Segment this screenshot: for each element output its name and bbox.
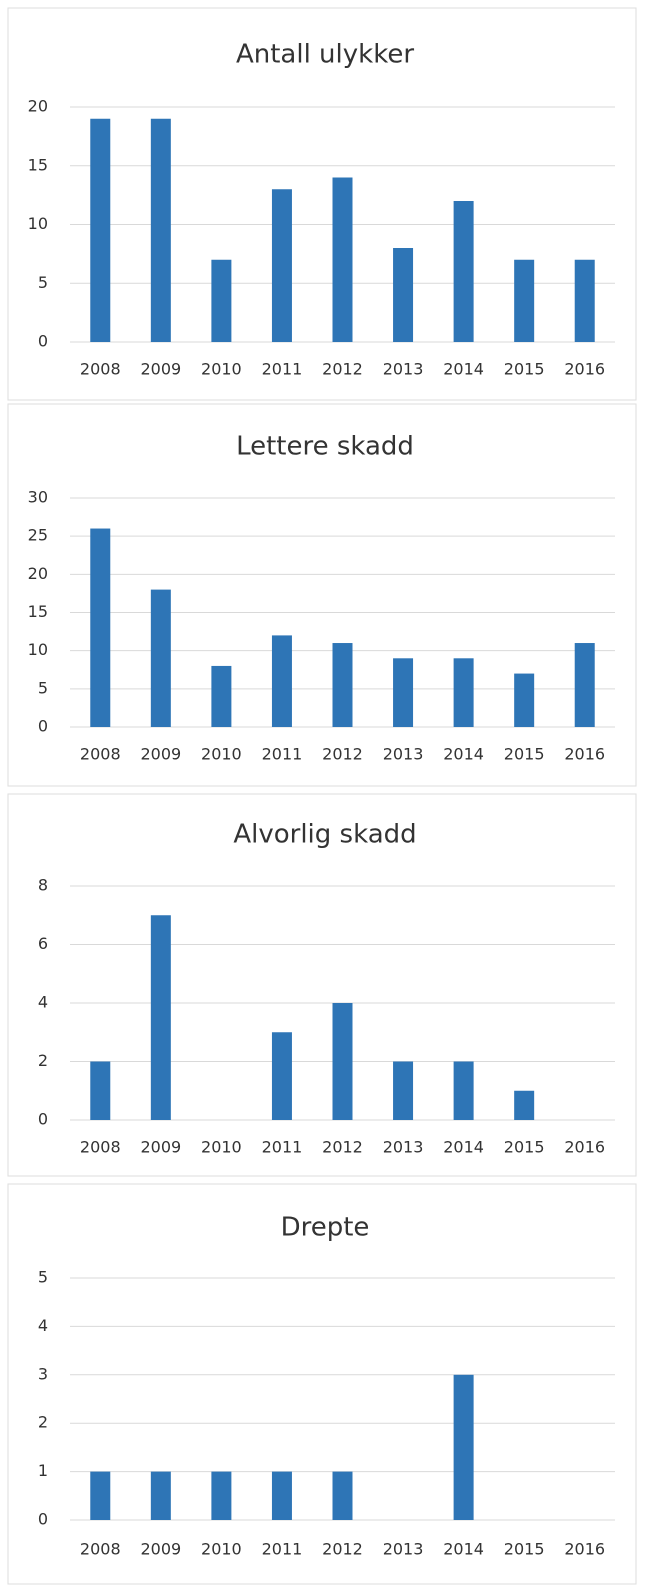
x-tick-label: 2016 [564, 1138, 605, 1157]
x-tick-label: 2015 [504, 745, 545, 764]
x-tick-label: 2014 [443, 360, 484, 379]
bar [211, 665, 232, 727]
y-tick-label: 30 [28, 488, 48, 507]
bar [514, 1090, 535, 1120]
y-tick-label: 6 [38, 934, 48, 953]
bar [150, 915, 171, 1120]
x-tick-label: 2016 [564, 1540, 605, 1559]
chart-title: Antall ulykker [236, 40, 414, 70]
x-tick-label: 2009 [140, 1540, 181, 1559]
panel [7, 7, 637, 401]
panel [7, 793, 637, 1177]
x-tick-label: 2009 [140, 745, 181, 764]
y-tick-label: 1 [38, 1461, 48, 1480]
x-tick-label: 2012 [322, 745, 363, 764]
bar [271, 635, 292, 727]
x-tick-label: 2011 [262, 360, 303, 379]
y-tick-label: 20 [28, 564, 48, 583]
x-tick-label: 2013 [383, 1540, 424, 1559]
x-tick-label: 2010 [201, 745, 242, 764]
y-tick-label: 0 [38, 717, 48, 736]
x-tick-label: 2014 [443, 745, 484, 764]
x-tick-label: 2012 [322, 1138, 363, 1157]
y-tick-label: 8 [38, 876, 48, 895]
bar [271, 189, 292, 342]
bar [332, 1471, 353, 1520]
bar [90, 1471, 111, 1520]
y-tick-label: 2 [38, 1413, 48, 1432]
y-tick-label: 4 [38, 993, 48, 1012]
y-tick-label: 4 [38, 1316, 48, 1335]
chart-title: Drepte [281, 1213, 370, 1243]
y-tick-label: 20 [28, 97, 48, 116]
bar [514, 673, 535, 727]
bar [90, 528, 111, 727]
bar [150, 1471, 171, 1520]
chart-title: Alvorlig skadd [233, 820, 416, 850]
bar [90, 118, 111, 342]
bar [332, 177, 353, 342]
bar [150, 118, 171, 342]
y-tick-label: 25 [28, 526, 48, 545]
x-tick-label: 2012 [322, 1540, 363, 1559]
x-tick-label: 2010 [201, 1138, 242, 1157]
bar [271, 1471, 292, 1520]
x-tick-label: 2009 [140, 1138, 181, 1157]
bar [574, 643, 595, 727]
x-tick-label: 2013 [383, 360, 424, 379]
y-tick-label: 5 [38, 678, 48, 697]
x-tick-label: 2011 [262, 1138, 303, 1157]
x-tick-label: 2015 [504, 1138, 545, 1157]
panel [7, 1183, 637, 1585]
bar [211, 259, 232, 342]
bar [453, 1374, 474, 1520]
y-tick-label: 5 [38, 273, 48, 292]
chart-title: Lettere skadd [236, 432, 414, 462]
x-tick-label: 2012 [322, 360, 363, 379]
x-tick-label: 2010 [201, 1540, 242, 1559]
bar [453, 1061, 474, 1120]
x-tick-label: 2010 [201, 360, 242, 379]
bar [150, 589, 171, 727]
y-tick-label: 3 [38, 1364, 48, 1383]
bar [332, 643, 353, 727]
y-tick-label: 5 [38, 1268, 48, 1287]
bar [393, 658, 414, 727]
x-tick-label: 2008 [80, 1138, 121, 1157]
x-tick-label: 2008 [80, 745, 121, 764]
x-tick-label: 2008 [80, 1540, 121, 1559]
x-tick-label: 2009 [140, 360, 181, 379]
x-tick-label: 2011 [262, 745, 303, 764]
bar [453, 201, 474, 342]
bar [332, 1003, 353, 1120]
bar [393, 248, 414, 342]
y-tick-label: 15 [28, 602, 48, 621]
y-tick-label: 15 [28, 155, 48, 174]
bar [211, 1471, 232, 1520]
x-tick-label: 2014 [443, 1138, 484, 1157]
x-tick-label: 2015 [504, 1540, 545, 1559]
y-tick-label: 2 [38, 1051, 48, 1070]
y-tick-label: 0 [38, 332, 48, 351]
x-tick-label: 2013 [383, 1138, 424, 1157]
panel [7, 403, 637, 787]
bar [271, 1032, 292, 1120]
x-tick-label: 2013 [383, 745, 424, 764]
bar [90, 1061, 111, 1120]
x-tick-label: 2011 [262, 1540, 303, 1559]
bar [514, 259, 535, 342]
y-tick-label: 0 [38, 1110, 48, 1129]
bar [574, 259, 595, 342]
y-tick-label: 10 [28, 640, 48, 659]
x-tick-label: 2014 [443, 1540, 484, 1559]
y-tick-label: 0 [38, 1510, 48, 1529]
bar [453, 658, 474, 727]
x-tick-label: 2015 [504, 360, 545, 379]
y-tick-label: 10 [28, 214, 48, 233]
x-tick-label: 2008 [80, 360, 121, 379]
bar [393, 1061, 414, 1120]
x-tick-label: 2016 [564, 360, 605, 379]
x-tick-label: 2016 [564, 745, 605, 764]
